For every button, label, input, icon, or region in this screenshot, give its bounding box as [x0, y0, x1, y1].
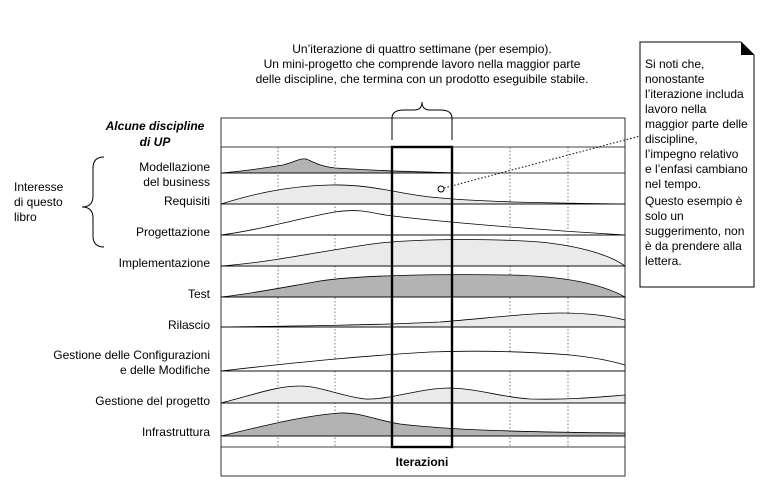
interest-brace	[81, 156, 105, 248]
highlighted-iteration	[390, 145, 454, 449]
discipline-curve	[220, 158, 461, 174]
discipline-label-test: Test	[187, 287, 210, 301]
discipline-curves	[220, 158, 627, 437]
header-title-line1: Alcune discipline	[105, 119, 205, 133]
discipline-label-implementation: Implementazione	[118, 256, 210, 270]
note-anchor-circle	[437, 185, 445, 193]
note-paragraph-1: Si noti che, nonostante l’iterazione inc…	[645, 57, 748, 191]
iteration-callout: Un’iterazione di quattro settimane (per …	[222, 42, 622, 87]
discipline-label-requirements: Requisiti	[163, 194, 210, 208]
interest-line: di questo	[14, 195, 63, 209]
discipline-label-line: Modellazione	[139, 160, 210, 174]
note-content: Si noti che, nonostante l’iterazione inc…	[645, 57, 748, 269]
discipline-label-deployment: Rilascio	[167, 318, 210, 332]
callout-line: delle discipline, che termina con un pro…	[255, 72, 589, 86]
discipline-label-line: Gestione delle Configurazioni	[53, 348, 210, 362]
interest-line: libro	[14, 210, 37, 224]
disciplines-header: Alcune discipline di UP	[80, 118, 230, 150]
note-box	[639, 41, 755, 288]
interest-label: Interesse di questo libro	[14, 180, 63, 225]
discipline-curve	[220, 350, 626, 372]
callout-line: Un mini-progetto che comprende lavoro ne…	[263, 57, 581, 71]
discipline-label-environment: Infrastruttura	[141, 425, 210, 439]
discipline-curve	[220, 210, 626, 236]
discipline-label-design: Progettazione	[135, 225, 210, 239]
note-folded-corner	[741, 42, 754, 55]
note-paragraph-2: Questo esempio è solo un suggerimento, n…	[645, 194, 745, 268]
row-baselines	[221, 172, 625, 437]
interest-line: Interesse	[14, 180, 64, 194]
discipline-label-business-modeling: Modellazione del business	[139, 160, 210, 190]
discipline-curve	[220, 312, 626, 328]
discipline-curve	[220, 274, 627, 298]
discipline-curve	[220, 412, 626, 437]
discipline-label-line: del business	[143, 175, 210, 189]
header-title-line2: di UP	[139, 135, 171, 149]
note-leader-line	[443, 135, 641, 189]
callout-line: Un’iterazione di quattro settimane (per …	[292, 42, 552, 56]
discipline-curve	[220, 239, 627, 267]
discipline-label-line: e delle Modifiche	[119, 363, 210, 377]
discipline-curve	[220, 385, 626, 404]
discipline-label-project-mgmt: Gestione del progetto	[95, 394, 210, 408]
discipline-curve	[220, 184, 626, 205]
iterations-label: Iterazioni	[395, 455, 449, 469]
discipline-label-config-change-mgmt: Gestione delle Configurazioni e delle Mo…	[53, 348, 210, 378]
iteration-brace	[391, 101, 453, 140]
